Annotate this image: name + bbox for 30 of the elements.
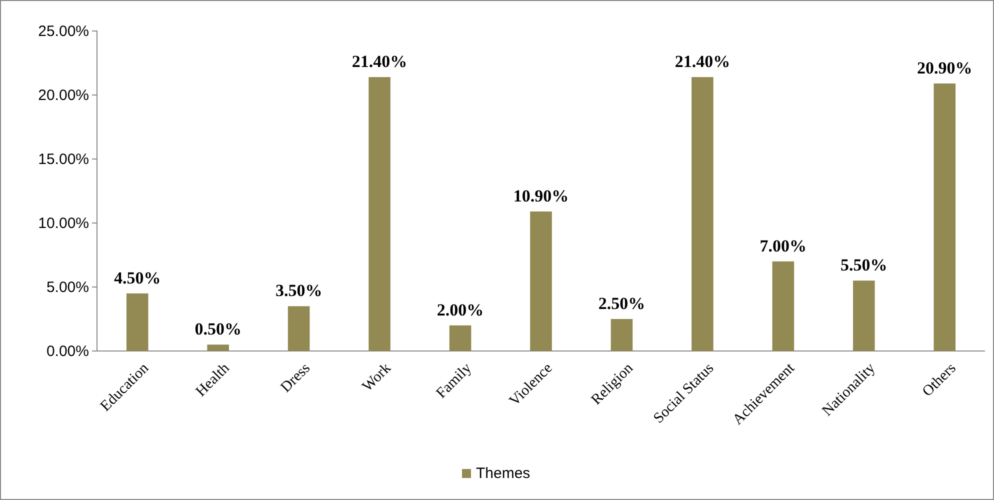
bar — [449, 325, 472, 351]
y-tick-label: 5.00% — [46, 278, 89, 296]
data-label: 7.00% — [760, 236, 807, 256]
bar — [530, 211, 552, 351]
data-label: 3.50% — [275, 281, 322, 300]
data-label: 20.90% — [917, 58, 972, 78]
data-label: 5.50% — [840, 256, 888, 275]
data-label: 21.40% — [674, 52, 730, 72]
data-label: 10.90% — [513, 186, 569, 206]
y-tick-label: 0.00% — [46, 342, 89, 360]
y-tick-label: 10.00% — [38, 214, 89, 232]
data-label: 2.50% — [598, 294, 646, 313]
y-tick-label: 25.00% — [38, 22, 89, 40]
bar — [772, 261, 794, 351]
data-label: 21.40% — [352, 52, 408, 72]
data-label: 4.50% — [114, 268, 161, 288]
bar — [126, 293, 148, 351]
y-tick-label: 20.00% — [38, 86, 89, 104]
bar — [934, 83, 956, 351]
bar — [207, 344, 229, 351]
x-tick-label: Work — [360, 360, 395, 395]
y-tick-label: 15.00% — [38, 150, 89, 168]
bar — [288, 306, 310, 351]
bar — [368, 77, 390, 351]
data-label: 0.50% — [194, 320, 242, 339]
bar — [853, 280, 875, 351]
legend-label: Themes — [476, 465, 530, 482]
bar — [692, 77, 714, 351]
data-label: 2.00% — [436, 300, 484, 320]
bar — [610, 319, 633, 351]
